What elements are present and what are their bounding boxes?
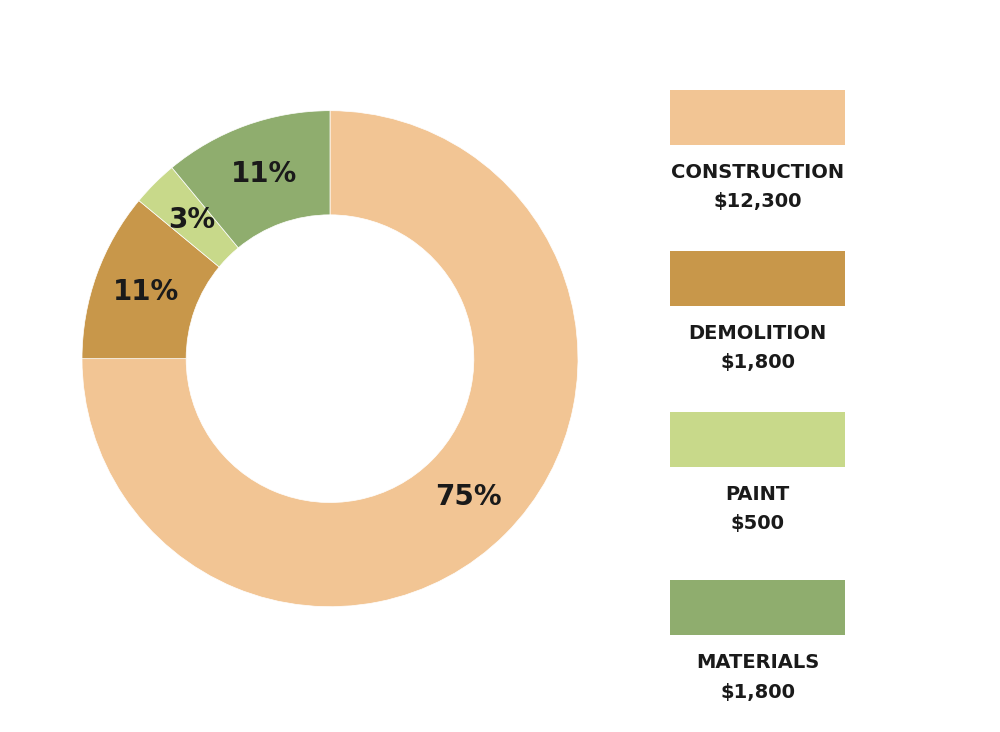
Text: $1,800: $1,800 — [720, 682, 795, 701]
Wedge shape — [82, 201, 219, 359]
Text: 75%: 75% — [435, 483, 502, 511]
Text: CONSTRUCTION: CONSTRUCTION — [671, 163, 844, 182]
Text: $500: $500 — [731, 514, 785, 533]
Text: DEMOLITION: DEMOLITION — [688, 324, 827, 343]
Wedge shape — [172, 111, 330, 248]
Text: MATERIALS: MATERIALS — [696, 653, 819, 672]
Wedge shape — [139, 168, 238, 267]
Text: 11%: 11% — [113, 278, 179, 306]
Text: 11%: 11% — [231, 160, 297, 188]
Text: 3%: 3% — [168, 206, 215, 234]
Text: $12,300: $12,300 — [713, 192, 802, 211]
Wedge shape — [82, 111, 578, 607]
Text: PAINT: PAINT — [725, 485, 790, 504]
Text: $1,800: $1,800 — [720, 353, 795, 372]
